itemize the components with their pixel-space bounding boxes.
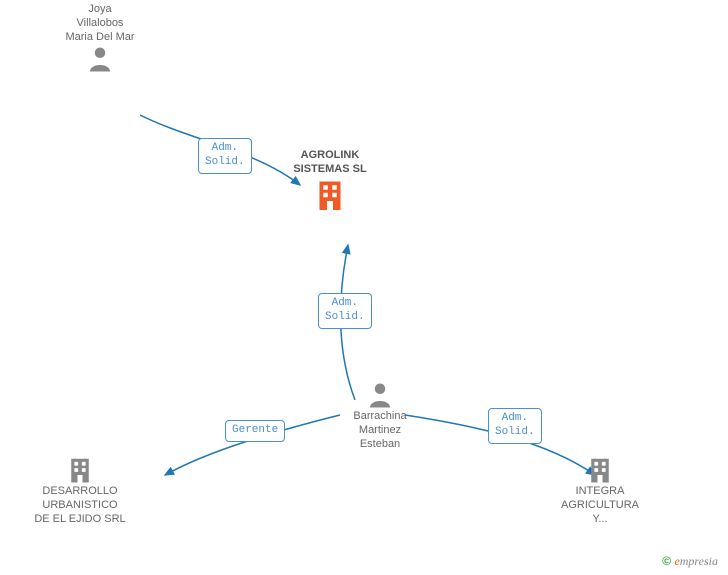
building-icon [65,455,95,485]
node-label: AGROLINK SISTEMAS SL [265,149,395,177]
watermark: © empresia [662,554,718,569]
brand-rest: mpresia [680,554,718,568]
building-icon [312,177,348,213]
building-icon [585,455,615,485]
node-integra[interactable]: INTEGRA AGRICULTURA Y... [540,455,660,526]
node-label: INTEGRA AGRICULTURA Y... [540,485,660,526]
edge-label: Adm. Solid. [318,293,372,329]
node-label: Joya Villalobos Maria Del Mar [45,3,155,44]
copyright-symbol: © [662,554,671,568]
node-barrachina[interactable]: Barrachina Martinez Esteban [330,380,430,451]
person-icon [365,380,395,410]
edge-label: Adm. Solid. [198,138,252,174]
node-label: DESARROLLO URBANISTICO DE EL EJIDO SRL [15,485,145,526]
person-icon [85,44,115,74]
node-label: Barrachina Martinez Esteban [330,410,430,451]
node-desarrollo[interactable]: DESARROLLO URBANISTICO DE EL EJIDO SRL [15,455,145,526]
edge-label: Gerente [225,420,285,442]
node-agrolink[interactable]: AGROLINK SISTEMAS SL [265,149,395,213]
node-joya[interactable]: Joya Villalobos Maria Del Mar [45,3,155,74]
edge-label: Adm. Solid. [488,408,542,444]
